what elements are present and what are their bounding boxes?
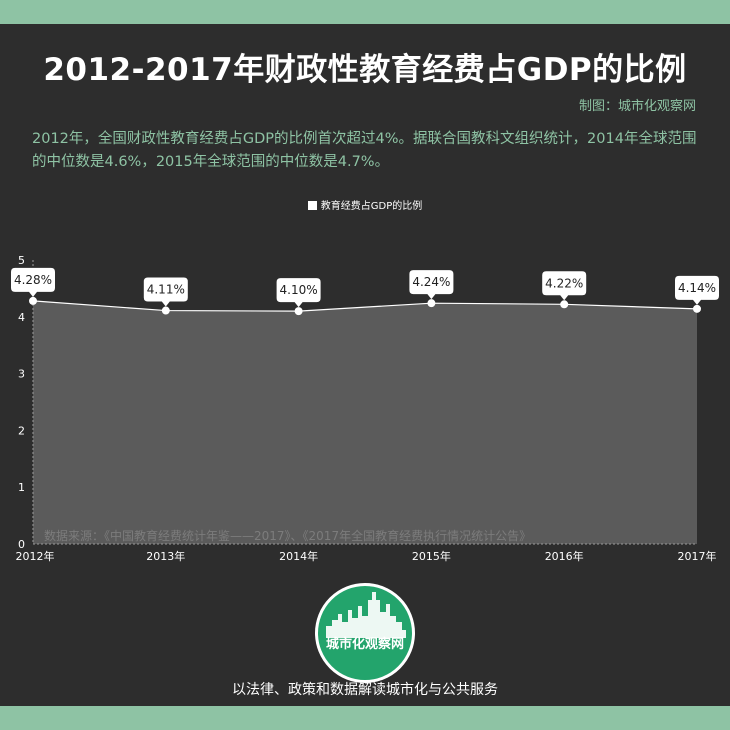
source-note: 数据来源：《中国教育经费统计年鉴——2017》、《2017年全国教育经费执行情况… [44, 529, 532, 543]
data-point [427, 299, 436, 308]
data-label-callout [409, 270, 454, 300]
x-tick-label: 2017年 [678, 549, 717, 563]
y-tick-label: 4 [18, 311, 25, 324]
data-label: 4.10% [280, 283, 318, 297]
data-label: 4.14% [678, 281, 716, 295]
legend-swatch [307, 201, 317, 210]
y-tick-label: 3 [18, 368, 25, 381]
data-point [693, 304, 701, 313]
y-tick-label: 5 [18, 254, 25, 267]
series-area [33, 300, 697, 544]
data-label: 4.24% [412, 275, 450, 289]
x-tick-label: 2016年 [545, 549, 584, 563]
y-tick-label: 2 [18, 424, 25, 437]
chart-description: 2012年，全国财政性教育经费占GDP的比例首次超过4%。据联合国教科文组织统计… [32, 131, 697, 170]
y-tick-label: 1 [18, 481, 25, 494]
series-line [32, 300, 698, 312]
data-label: 4.28% [14, 273, 52, 287]
chart-legend: 教育经费占GDP的比例 [0, 197, 730, 212]
footer-tagline: 以法律、政策和数据解读城市化与公共服务 [232, 682, 498, 698]
x-tick-label: 2015年 [412, 549, 451, 563]
data-label-callout [11, 267, 55, 297]
data-label: 4.11% [147, 283, 185, 297]
bottom-accent-band [0, 706, 730, 730]
legend-label: 教育经费占GDP的比例 [320, 201, 423, 212]
data-label-callout [675, 275, 719, 305]
data-label-callout [542, 271, 587, 301]
data-point [29, 296, 37, 305]
chart-credit: 制图：城市化观察网 [578, 99, 696, 114]
data-label-callout [143, 277, 188, 307]
brand-logo: 城市化观察网 [315, 583, 415, 683]
data-point [560, 300, 569, 309]
data-point [161, 306, 170, 315]
logo-text: 城市化观察网 [325, 637, 404, 652]
city-skyline-icon [326, 592, 406, 638]
chart-title: 2012-2017年财政性教育经费占GDP的比例 [43, 52, 687, 88]
x-tick-label: 2012年 [16, 549, 55, 563]
top-accent-band [0, 0, 730, 24]
data-label: 4.22% [545, 276, 583, 290]
data-label-callout [276, 278, 321, 308]
x-tick-label: 2013年 [146, 549, 185, 563]
y-tick-label: 0 [18, 538, 25, 551]
x-tick-label: 2014年 [279, 549, 318, 563]
data-point [294, 307, 303, 316]
